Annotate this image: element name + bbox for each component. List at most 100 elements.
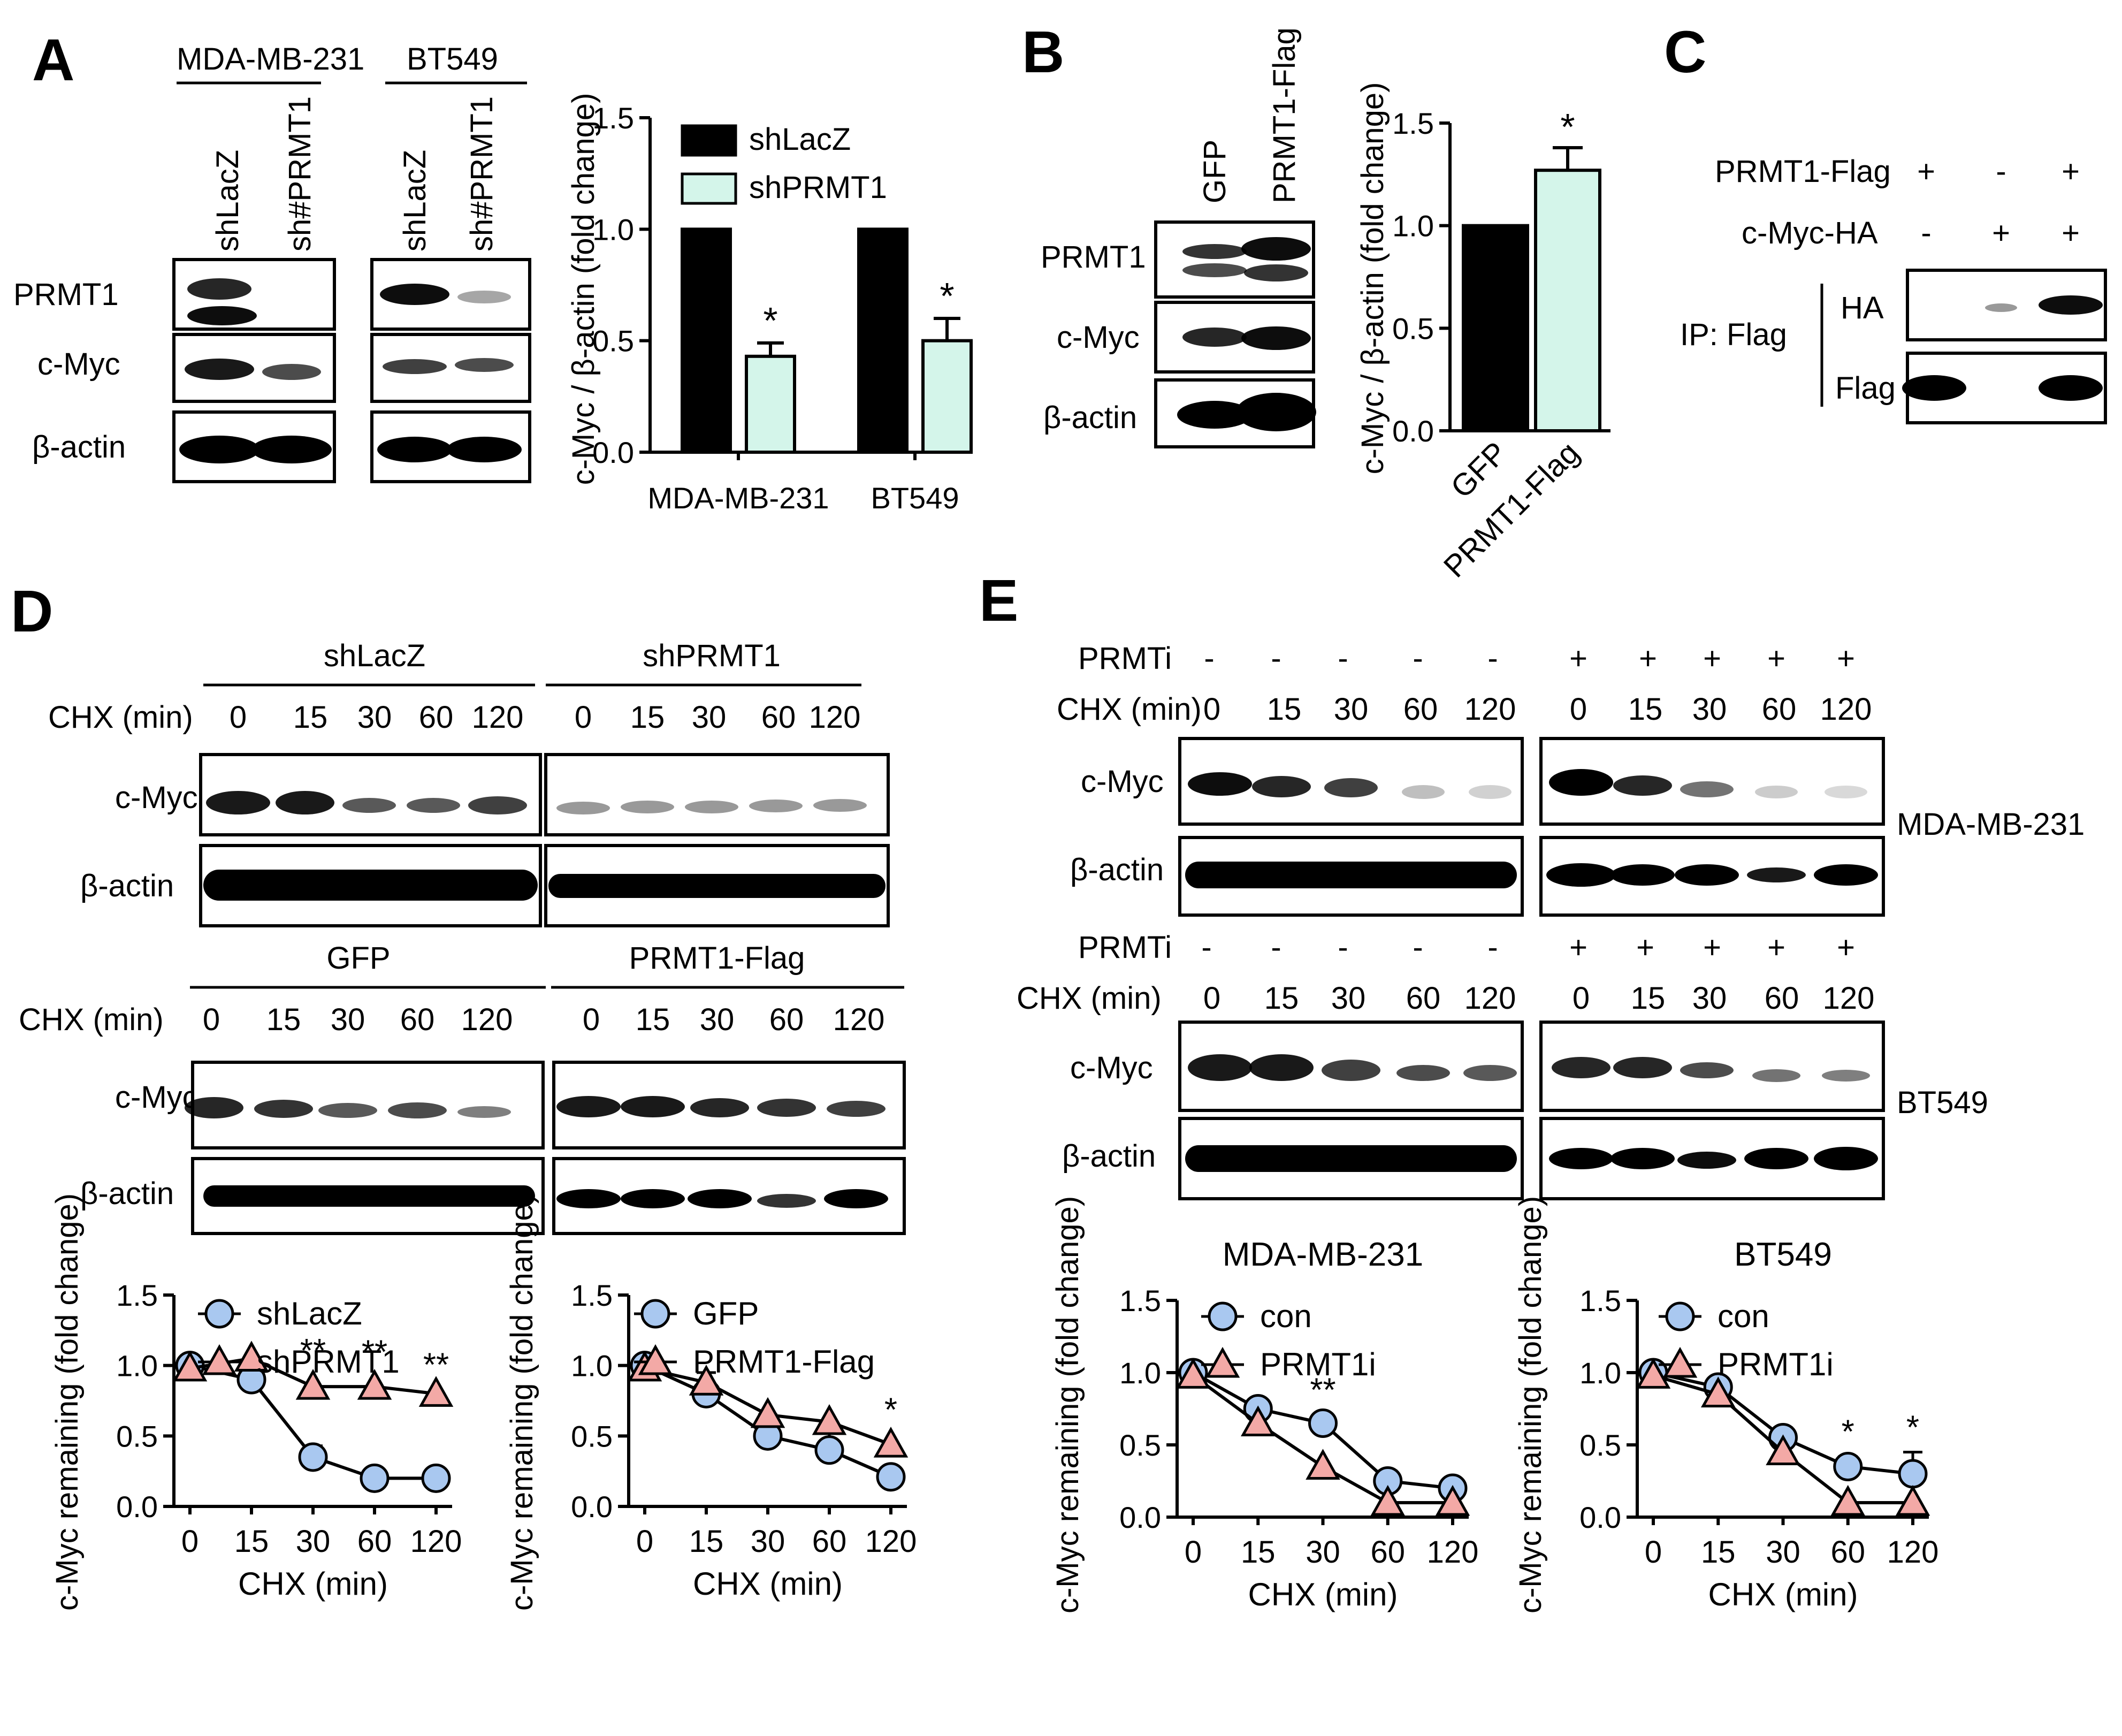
treatment-value: - <box>1487 930 1498 965</box>
x-tick-label: 0 <box>1645 1535 1662 1570</box>
legend-marker <box>1665 1301 1695 1331</box>
data-point <box>298 1442 328 1472</box>
y-tick-label: 0.5 <box>571 1419 613 1453</box>
blot-row-label: β-actin <box>80 869 174 903</box>
timepoint-label: 30 <box>700 1002 735 1037</box>
legend-label: shPRMT1 <box>257 1344 400 1380</box>
chx-label: CHX (min) <box>1057 692 1202 727</box>
y-tick-label: 1.5 <box>116 1278 158 1312</box>
data-point <box>1700 1376 1736 1407</box>
data-point <box>876 1462 906 1492</box>
blot-row-label: PRMT1 <box>1041 240 1146 275</box>
y-tick-label: 0.5 <box>1119 1428 1161 1462</box>
timepoint-label: 60 <box>1762 692 1797 727</box>
x-tick-label: 60 <box>812 1524 847 1559</box>
chx-label: CHX (min) <box>19 1002 164 1037</box>
treatment-value: - <box>1338 930 1348 965</box>
timepoint-label: 30 <box>1692 692 1727 727</box>
legend-marker <box>638 1344 673 1375</box>
timepoint-label: 120 <box>461 1002 513 1037</box>
treatment-value: + <box>1569 930 1587 965</box>
x-tick-label: 15 <box>1241 1535 1276 1570</box>
bar-chart-a: 0.0 0.5 1.0 1.5c-Myc / β-actin (fold change… <box>566 93 973 515</box>
timepoint-label: 120 <box>1820 692 1872 727</box>
y-tick-label: 0.0 <box>571 1490 613 1524</box>
panel-letter-d: D <box>11 578 53 644</box>
significance-marker: * <box>763 300 777 341</box>
y-tick-label: 1.5 <box>1392 106 1434 140</box>
legend-label: GFP <box>693 1296 759 1331</box>
panel-letter-e: E <box>979 568 1018 634</box>
lane-label: sh#PRMT1 <box>464 96 499 252</box>
cell-line-label-bt: BT549 <box>407 42 498 77</box>
timepoint-label: 15 <box>293 700 328 735</box>
treatment-label: PRMTi <box>1078 930 1172 965</box>
timepoint-label: 0 <box>1573 981 1590 1016</box>
chx-label: CHX (min) <box>1017 981 1162 1016</box>
x-tick-label: 120 <box>865 1524 917 1559</box>
data-point <box>234 1341 269 1372</box>
panel-letter-c: C <box>1664 19 1706 85</box>
treatment-value: + <box>1837 641 1855 676</box>
y-tick-label: 0.5 <box>116 1419 158 1453</box>
timepoint-label: 15 <box>266 1002 301 1037</box>
data-point <box>750 1397 785 1428</box>
lane-label: sh#PRMT1 <box>283 96 317 252</box>
legend-marker <box>1208 1301 1238 1331</box>
treatment-row: - - - - - + + + + + <box>1204 641 1855 676</box>
data-point <box>1636 1358 1671 1389</box>
x-axis-label: CHX (min) <box>1708 1577 1858 1612</box>
data-point <box>814 1435 844 1465</box>
blot-row-label: c-Myc <box>1070 1050 1153 1085</box>
timepoint-label: 60 <box>761 700 796 735</box>
data-point <box>1240 1405 1276 1436</box>
timepoint-label: 0 <box>575 700 592 735</box>
timepoint-label: 60 <box>400 1002 435 1037</box>
timepoint-label: 15 <box>636 1002 670 1037</box>
y-tick-label: 1.0 <box>571 1349 613 1383</box>
data-point <box>360 1463 390 1493</box>
y-tick-label: 0.5 <box>592 324 634 358</box>
x-tick-label: 60 <box>1370 1535 1405 1570</box>
x-tick-label: 120 <box>1427 1535 1479 1570</box>
significance-marker: * <box>1560 106 1575 148</box>
y-axis-label: c-Myc remaining (fold change) <box>1050 1196 1085 1613</box>
blot-row-label: β-actin <box>1070 852 1164 887</box>
data-point <box>421 1463 451 1493</box>
treatment-value: + <box>1837 930 1855 965</box>
panel-a: A MDA-MB-231 BT549 shLacZ sh#PRMT1 shLac… <box>13 27 973 515</box>
x-tick-label: 15 <box>234 1524 269 1559</box>
x-tick-label: 30 <box>1766 1535 1800 1570</box>
data-point <box>1306 1449 1340 1480</box>
western-blot <box>185 1061 906 1235</box>
x-tick-label: MDA-MB-231 <box>647 481 829 515</box>
legend-label: con <box>1260 1298 1312 1334</box>
cell-line-label: BT549 <box>1897 1085 1988 1120</box>
condition-value: - <box>1921 216 1931 250</box>
timepoint-label: 120 <box>833 1002 885 1037</box>
timepoint-label: 15 <box>1631 981 1666 1016</box>
legend-label: con <box>1718 1298 1769 1334</box>
blot-row-label: Flag <box>1835 371 1896 406</box>
timepoint-label: 0 <box>1570 692 1587 727</box>
data-point <box>1766 1434 1800 1465</box>
legend-swatch <box>681 124 737 157</box>
panel-letter-a: A <box>32 27 74 93</box>
y-tick-label: 1.5 <box>571 1278 613 1312</box>
line-chart-e2: 0.0 0.5 1.0 1.5 c-Myc remaining (fold change… <box>1513 1196 1938 1613</box>
timepoint-label: 60 <box>1403 692 1438 727</box>
legend-marker <box>640 1299 670 1329</box>
timepoint-label: 0 <box>1203 692 1220 727</box>
timepoint-label: 15 <box>1628 692 1663 727</box>
blot-row-label: HA <box>1841 291 1884 325</box>
treatment-value: - <box>1204 641 1214 676</box>
significance-marker: ** <box>423 1346 449 1383</box>
treatment-value: + <box>1569 641 1587 676</box>
timepoint-label: 60 <box>419 700 454 735</box>
blot-row-label: β-actin <box>1043 400 1137 435</box>
chx-label: CHX (min) <box>48 700 193 735</box>
timepoint-label: 15 <box>1264 981 1299 1016</box>
treatment-value: + <box>1639 641 1657 676</box>
x-tick-label: 0 <box>1185 1535 1202 1570</box>
